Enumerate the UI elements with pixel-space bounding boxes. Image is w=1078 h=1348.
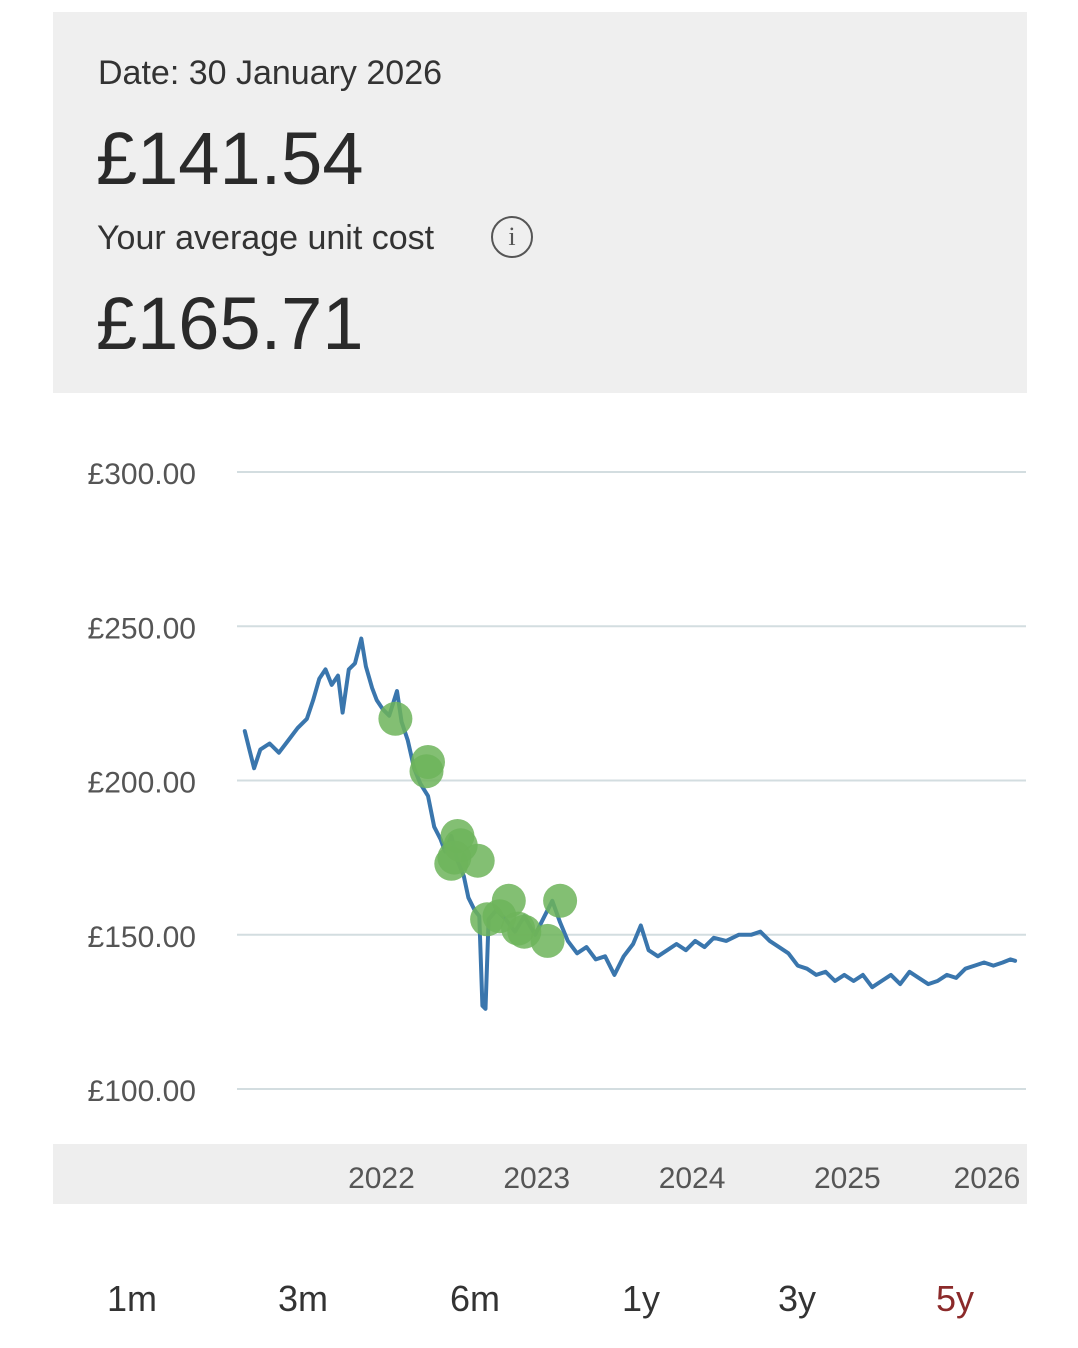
purchase-marker [530, 923, 565, 958]
selected-date: Date: 30 January 2026 [98, 54, 443, 92]
y-tick-label: £200.00 [88, 767, 196, 800]
x-tick-label: 2025 [814, 1162, 881, 1195]
purchase-marker [491, 883, 526, 918]
info-icon[interactable]: i [491, 216, 533, 258]
x-tick-label: 2024 [659, 1162, 726, 1195]
purchase-marker [543, 883, 578, 918]
y-tick-label: £300.00 [88, 458, 196, 491]
period-option-5y[interactable]: 5y [935, 1278, 975, 1319]
x-axis-band: 2022 2023 2024 2025 2026 [53, 1144, 1027, 1204]
price-chart-svg[interactable]: £300.00 £250.00 £200.00 £150.00 £100.00 [0, 400, 1078, 1140]
period-option-6m[interactable]: 6m [449, 1278, 501, 1319]
price-summary-panel: Date: 30 January 2026 £141.54 Your avera… [53, 12, 1027, 393]
period-option-1y[interactable]: 1y [621, 1278, 661, 1319]
x-tick-label: 2023 [503, 1162, 570, 1195]
period-option-1m[interactable]: 1m [106, 1278, 158, 1319]
purchase-marker [378, 701, 413, 736]
x-axis-svg: 2022 2023 2024 2025 2026 [348, 1162, 1021, 1195]
y-tick-label: £150.00 [88, 921, 196, 954]
purchase-marker [434, 846, 469, 881]
purchase-marker [409, 754, 444, 789]
y-tick-label: £250.00 [88, 612, 196, 645]
x-tick-label: 2022 [348, 1162, 415, 1195]
average-unit-cost-value: £165.71 [96, 282, 364, 365]
price-chart[interactable]: £300.00 £250.00 £200.00 £150.00 £100.00 [0, 400, 1078, 1140]
current-price: £141.54 [96, 117, 364, 200]
average-unit-cost-label: Your average unit cost [97, 219, 435, 257]
info-glyph: i [508, 222, 516, 251]
x-tick-label: 2026 [954, 1162, 1021, 1195]
purchase-marker [460, 843, 495, 878]
price-line [242, 636, 1018, 1011]
period-selector: 1m 3m 6m 1y 3y 5y [0, 1270, 1078, 1334]
period-option-3m[interactable]: 3m [277, 1278, 329, 1319]
y-tick-label: £100.00 [88, 1075, 196, 1108]
period-option-3y[interactable]: 3y [777, 1278, 817, 1319]
